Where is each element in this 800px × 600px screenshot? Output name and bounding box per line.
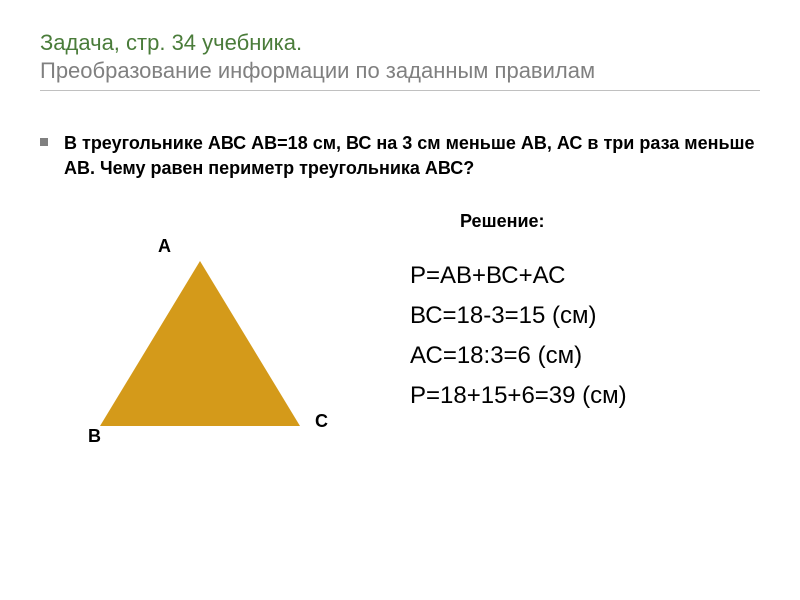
solution-line-1: Р=АВ+ВС+АС — [410, 262, 627, 290]
bullet-icon — [40, 138, 48, 146]
triangle-diagram: А В С — [100, 231, 380, 461]
solution-line-4: Р=18+15+6=39 (см) — [410, 382, 627, 410]
triangle-shape — [100, 261, 300, 426]
title-underline — [40, 90, 760, 91]
solution-block: Решение: Р=АВ+ВС+АС ВС=18-3=15 (см) АС=1… — [410, 211, 627, 422]
vertex-label-b: В — [88, 426, 101, 447]
vertex-label-c: С — [315, 411, 328, 432]
slide-container: Задача, стр. 34 учебника. Преобразование… — [0, 0, 800, 491]
title-line-1: Задача, стр. 34 учебника. — [40, 30, 760, 56]
problem-text: В треугольнике АВС АВ=18 см, ВС на 3 см … — [64, 131, 760, 181]
main-area: А В С Решение: Р=АВ+ВС+АС ВС=18-3=15 (см… — [40, 211, 760, 461]
problem-block: В треугольнике АВС АВ=18 см, ВС на 3 см … — [40, 131, 760, 181]
title-line-2: Преобразование информации по заданным пр… — [40, 58, 760, 84]
solution-line-2: ВС=18-3=15 (см) — [410, 302, 627, 330]
solution-title: Решение: — [460, 211, 627, 232]
solution-line-3: АС=18:3=6 (см) — [410, 342, 627, 370]
vertex-label-a: А — [158, 236, 171, 257]
